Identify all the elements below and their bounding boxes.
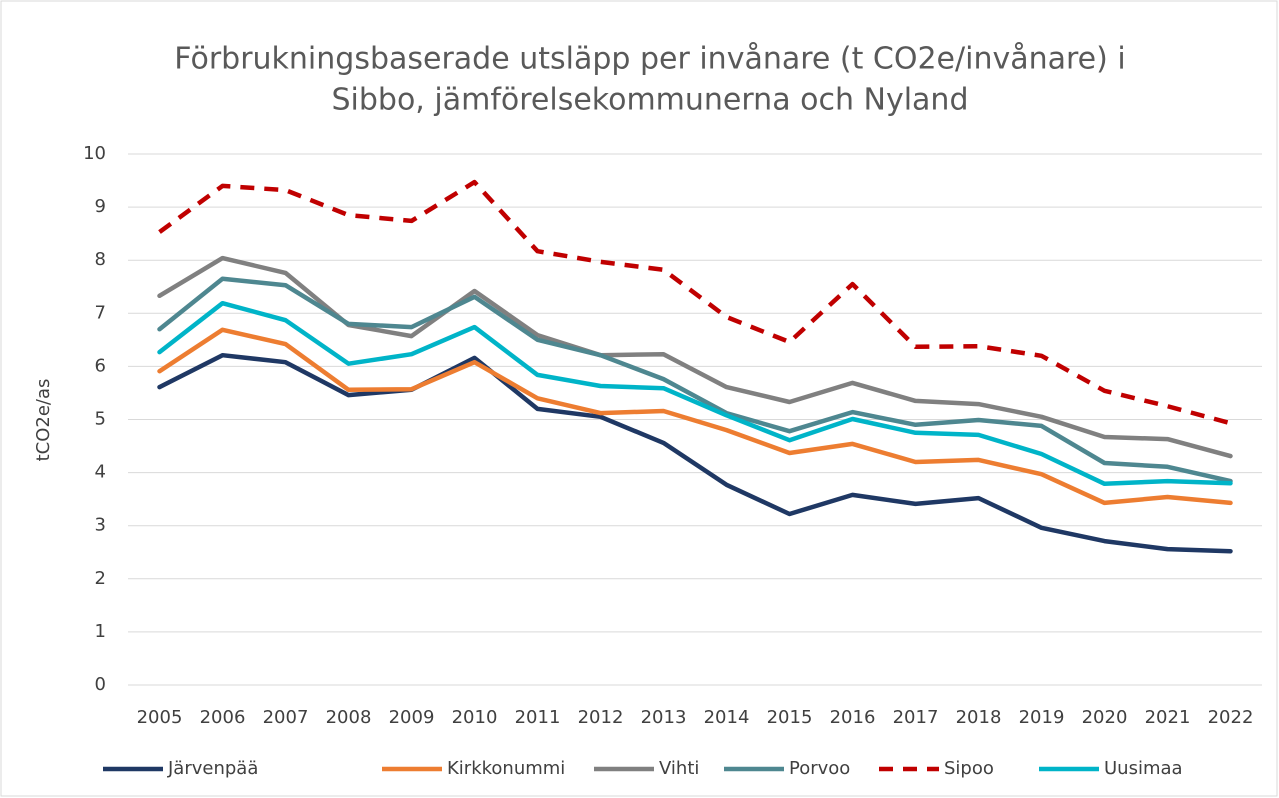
x-tick-label: 2020 xyxy=(1082,707,1128,728)
x-tick-label: 2009 xyxy=(389,707,435,728)
x-tick-label: 2021 xyxy=(1145,707,1191,728)
y-axis-label: tCO2e/as xyxy=(33,379,54,462)
legend-label: Porvoo xyxy=(789,758,850,779)
series-line xyxy=(157,352,1233,554)
y-tick-label: 2 xyxy=(95,568,106,589)
x-tick-label: 2016 xyxy=(830,707,876,728)
x-tick-label: 2018 xyxy=(956,707,1002,728)
series-line xyxy=(157,327,1233,506)
x-tick-label: 2019 xyxy=(1019,707,1065,728)
x-tick-label: 2006 xyxy=(200,707,246,728)
x-tick-label: 2017 xyxy=(893,707,939,728)
legend-label: Vihti xyxy=(659,758,699,779)
y-tick-label: 3 xyxy=(95,515,106,536)
y-tick-label: 5 xyxy=(95,409,106,430)
y-tick-label: 9 xyxy=(95,196,106,217)
y-tick-label: 6 xyxy=(95,355,106,376)
x-tick-label: 2005 xyxy=(137,707,183,728)
y-tick-label: 8 xyxy=(95,249,106,270)
y-tick-label: 4 xyxy=(95,462,106,483)
x-tick-label: 2008 xyxy=(326,707,372,728)
x-tick-label: 2015 xyxy=(767,707,813,728)
y-tick-label: 10 xyxy=(83,143,106,164)
chart-title: Sibbo, jämförelsekommunerna och Nyland xyxy=(331,83,968,118)
y-tick-label: 1 xyxy=(95,621,106,642)
x-tick-label: 2022 xyxy=(1208,707,1254,728)
x-tick-label: 2010 xyxy=(452,707,498,728)
series-line xyxy=(158,179,1232,426)
legend-label: Uusimaa xyxy=(1104,758,1183,779)
series-line xyxy=(157,276,1233,484)
y-tick-label: 7 xyxy=(95,302,106,323)
x-tick-label: 2012 xyxy=(578,707,624,728)
y-tick-label: 0 xyxy=(95,674,106,695)
x-tick-label: 2014 xyxy=(704,707,750,728)
series-line xyxy=(157,300,1233,487)
legend-label: Sipoo xyxy=(944,758,994,779)
x-tick-label: 2007 xyxy=(263,707,309,728)
legend-label: Järvenpää xyxy=(167,758,258,779)
chart-title: Förbrukningsbaserade utsläpp per invånar… xyxy=(174,42,1125,77)
x-tick-label: 2013 xyxy=(641,707,687,728)
x-tick-label: 2011 xyxy=(515,707,561,728)
legend-label: Kirkkonummi xyxy=(447,758,565,779)
